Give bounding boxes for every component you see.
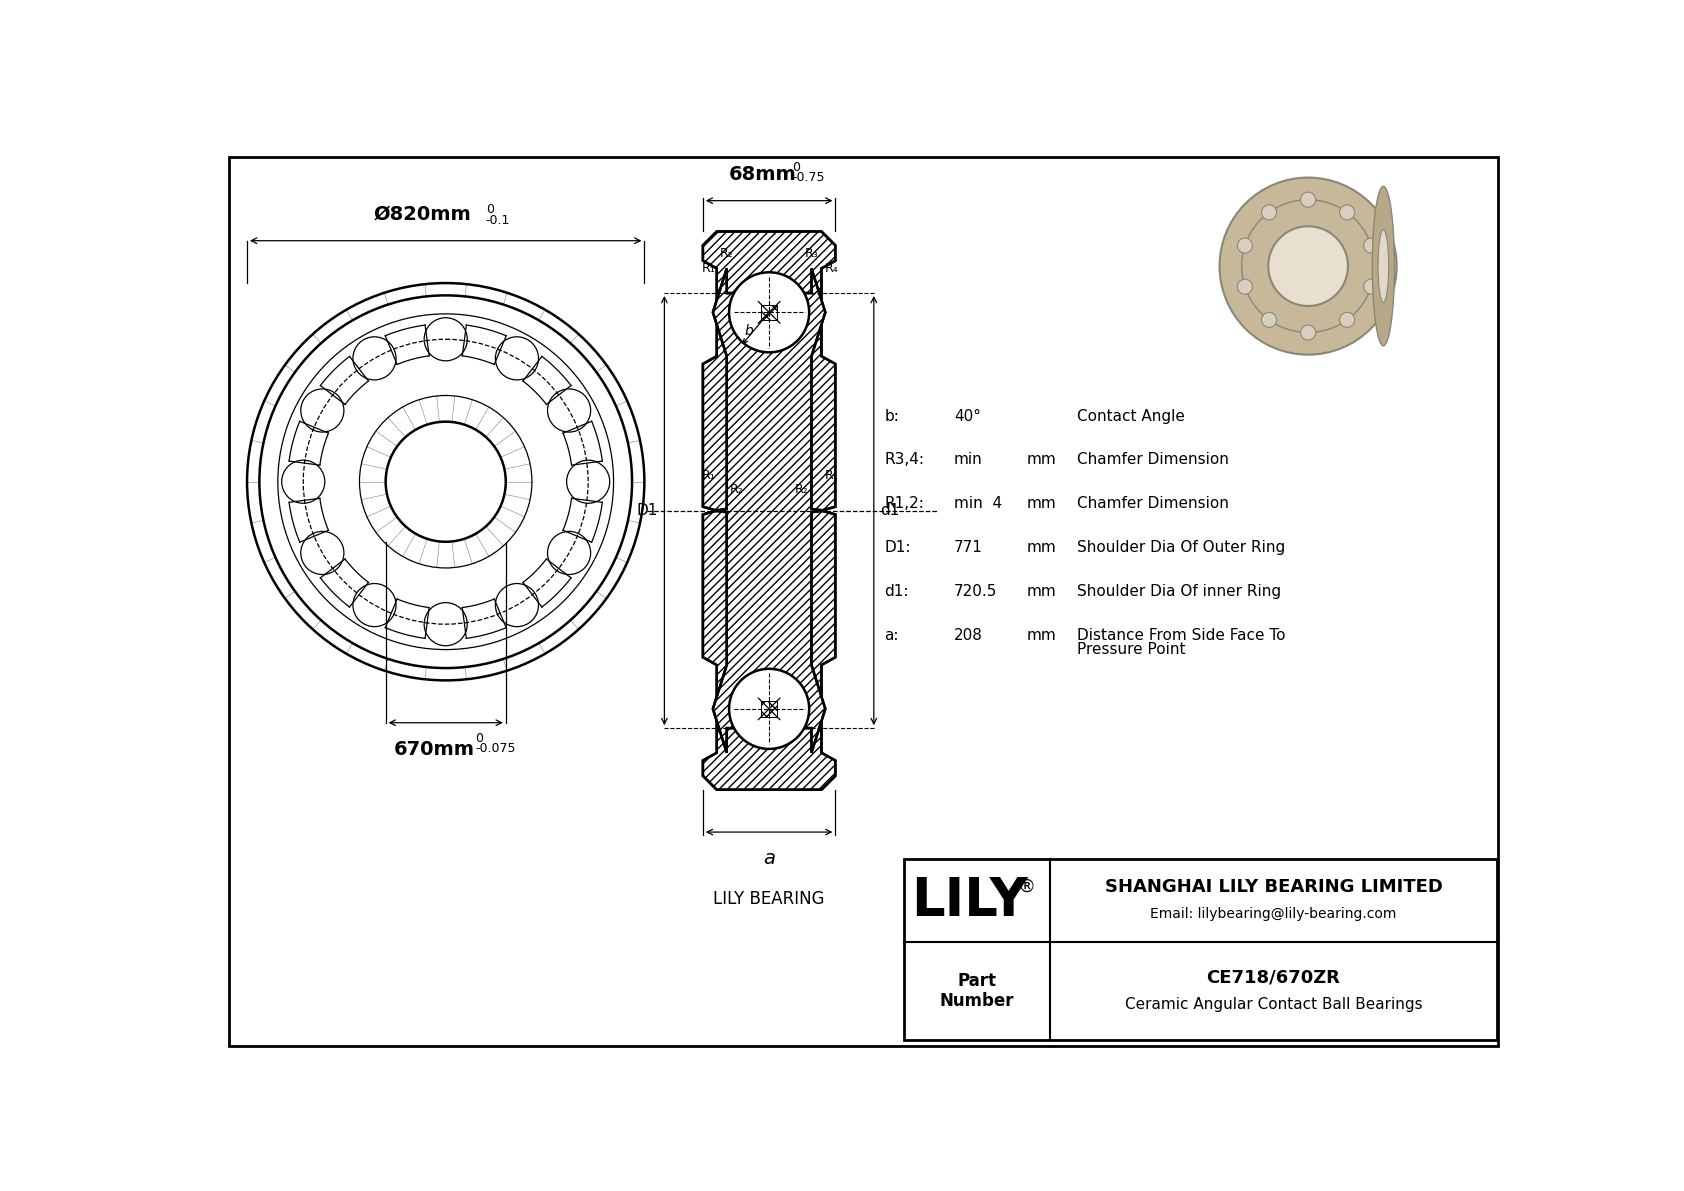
Text: Ceramic Angular Contact Ball Bearings: Ceramic Angular Contact Ball Bearings [1125,997,1423,1012]
Text: R₃: R₃ [805,247,818,260]
Text: -0.1: -0.1 [485,214,510,226]
Text: R₁: R₁ [702,262,716,275]
Text: mm: mm [1027,497,1058,511]
Text: a: a [763,849,775,868]
Text: ®: ® [1017,878,1036,896]
Text: Ø820mm: Ø820mm [374,205,472,224]
Circle shape [1300,192,1315,207]
Polygon shape [702,231,835,790]
Text: R1,2:: R1,2: [884,497,925,511]
Text: D1:: D1: [884,541,911,555]
Text: Pressure Point: Pressure Point [1078,642,1186,657]
Text: Part
Number: Part Number [940,972,1014,1010]
Text: d1:: d1: [884,584,909,599]
Text: SHANGHAI LILY BEARING LIMITED: SHANGHAI LILY BEARING LIMITED [1105,878,1443,896]
Text: 0: 0 [485,204,493,216]
Text: d1: d1 [881,503,899,518]
Bar [904,859,1497,1040]
Circle shape [1268,226,1347,306]
Text: Distance From Side Face To: Distance From Side Face To [1078,628,1285,643]
Text: LILY: LILY [911,874,1027,927]
Text: Shoulder Dia Of Outer Ring: Shoulder Dia Of Outer Ring [1078,541,1285,555]
Text: b:: b: [884,409,899,424]
Text: min  4: min 4 [953,497,1002,511]
Text: Contact Angle: Contact Angle [1078,409,1186,424]
Text: D1: D1 [637,503,658,518]
Circle shape [729,273,808,353]
Text: a:: a: [884,628,899,643]
Text: R₂: R₂ [729,482,744,495]
Circle shape [1364,238,1379,254]
Ellipse shape [1372,187,1394,345]
Circle shape [1219,177,1396,355]
Text: Email: lilybearing@lily-bearing.com: Email: lilybearing@lily-bearing.com [1150,908,1396,922]
Text: min: min [953,453,983,467]
Text: -0.75: -0.75 [791,170,825,183]
Circle shape [1339,205,1354,220]
Text: b: b [744,324,753,338]
Circle shape [1261,205,1276,220]
Polygon shape [712,268,825,753]
Text: 0: 0 [475,732,483,744]
Text: R₁: R₁ [825,469,839,482]
Text: Chamfer Dimension: Chamfer Dimension [1078,453,1229,467]
Text: 670mm: 670mm [394,740,475,759]
Text: Shoulder Dia Of inner Ring: Shoulder Dia Of inner Ring [1078,584,1282,599]
Bar [761,305,776,320]
Text: 720.5: 720.5 [953,584,997,599]
Text: R₂: R₂ [719,247,734,260]
Text: mm: mm [1027,453,1058,467]
Text: Chamfer Dimension: Chamfer Dimension [1078,497,1229,511]
Text: 771: 771 [953,541,983,555]
Bar [761,701,776,717]
Text: CE718/670ZR: CE718/670ZR [1206,968,1340,986]
Text: 0: 0 [791,161,800,174]
Circle shape [1300,325,1315,341]
Text: mm: mm [1027,541,1058,555]
Circle shape [1364,279,1379,294]
Text: R3,4:: R3,4: [884,453,925,467]
Text: 68mm: 68mm [729,164,797,183]
Text: 208: 208 [953,628,983,643]
Text: -0.075: -0.075 [475,742,515,755]
Text: R₄: R₄ [825,262,839,275]
Ellipse shape [1378,230,1389,303]
Circle shape [1238,238,1253,254]
Text: mm: mm [1027,584,1058,599]
Circle shape [1238,279,1253,294]
Text: 40°: 40° [953,409,980,424]
Text: LILY BEARING: LILY BEARING [714,890,825,908]
Text: R₂: R₂ [795,482,808,495]
Circle shape [1261,312,1276,328]
Circle shape [729,669,808,749]
Circle shape [1339,312,1354,328]
Text: mm: mm [1027,628,1058,643]
Text: R₁: R₁ [702,469,716,482]
